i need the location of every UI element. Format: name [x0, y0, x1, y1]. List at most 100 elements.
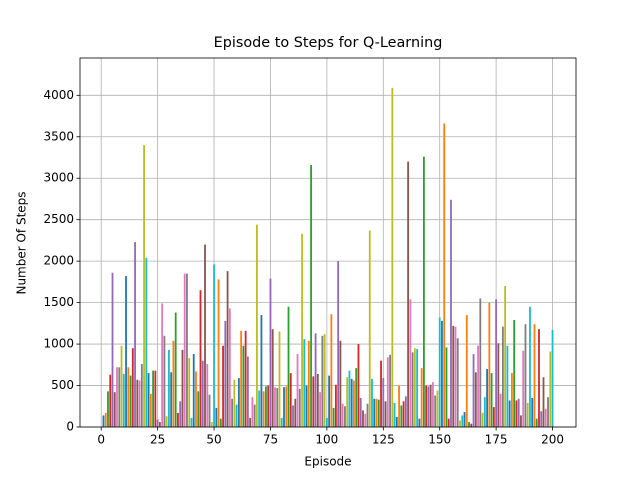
y-tick-label: 4000 — [43, 88, 74, 102]
bar — [316, 373, 319, 427]
bar — [402, 401, 405, 427]
bar — [362, 410, 364, 427]
bar — [222, 345, 224, 427]
bar — [296, 354, 299, 427]
bar — [120, 345, 123, 427]
bar — [251, 397, 254, 427]
bar — [377, 399, 380, 427]
bar — [434, 395, 437, 427]
bar — [411, 352, 414, 427]
bar — [344, 406, 346, 427]
ticks: 0 25 50 75 100 125 150 175 200050010001500200025… — [43, 88, 564, 447]
bar — [452, 325, 455, 427]
y-tick-label: 2000 — [43, 254, 74, 268]
bar — [136, 379, 139, 427]
bar — [357, 344, 360, 427]
bar — [386, 357, 389, 427]
bar — [138, 380, 141, 427]
bar — [346, 377, 349, 427]
bar — [443, 123, 446, 427]
bar — [107, 391, 109, 427]
bar — [204, 244, 206, 427]
bar — [420, 368, 423, 427]
bar — [450, 199, 452, 427]
bar — [201, 360, 204, 427]
bar — [520, 415, 522, 427]
bar — [472, 354, 475, 427]
bar — [298, 388, 301, 427]
bar — [213, 264, 215, 427]
bar — [177, 412, 179, 427]
bar — [337, 261, 340, 427]
bar — [197, 391, 200, 427]
bar — [330, 314, 333, 427]
bar — [474, 372, 477, 427]
bar — [445, 347, 448, 427]
bar — [459, 420, 461, 427]
bar — [504, 286, 507, 427]
bar — [495, 299, 498, 427]
bar — [508, 400, 511, 427]
bar — [267, 385, 270, 427]
bar — [131, 348, 134, 427]
bar — [535, 418, 538, 427]
bar — [265, 386, 267, 427]
bar — [463, 412, 466, 427]
y-axis-label: Number Of Steps — [15, 191, 29, 294]
bar — [456, 338, 459, 427]
bar — [271, 329, 274, 427]
bar — [109, 374, 112, 427]
bars — [102, 87, 554, 428]
bar — [465, 315, 468, 427]
bar — [551, 329, 554, 427]
bar — [125, 276, 127, 427]
bar — [122, 373, 125, 427]
bar — [246, 356, 249, 427]
bar — [163, 335, 166, 427]
bar — [301, 233, 303, 427]
bar — [332, 407, 335, 427]
bar — [269, 278, 272, 427]
bar — [350, 378, 353, 427]
bar — [371, 378, 373, 427]
bar — [533, 324, 536, 427]
bar — [260, 315, 263, 427]
x-tick-label: 25 — [150, 433, 165, 447]
bar — [134, 242, 136, 427]
bar — [441, 320, 443, 427]
bar — [389, 354, 391, 427]
bar — [186, 273, 188, 427]
bar — [253, 404, 256, 427]
bar — [339, 340, 342, 427]
bar — [366, 403, 369, 427]
bar — [511, 373, 513, 427]
bar — [219, 418, 222, 427]
bar — [237, 378, 240, 427]
bar — [249, 417, 252, 427]
bar — [468, 422, 470, 427]
bar — [161, 303, 164, 427]
bar — [353, 380, 355, 427]
bar — [526, 402, 529, 427]
bar — [111, 272, 114, 427]
bar — [294, 398, 297, 427]
bar — [538, 329, 540, 427]
bar — [506, 345, 509, 427]
y-tick-label: 2500 — [43, 212, 74, 226]
x-tick-label: 175 — [485, 433, 508, 447]
x-tick-label: 150 — [428, 433, 451, 447]
bar — [429, 384, 432, 427]
bar — [359, 397, 362, 427]
bar — [149, 393, 152, 427]
bar — [118, 367, 121, 427]
bar — [147, 373, 150, 427]
bar — [143, 145, 145, 427]
bar — [113, 392, 116, 427]
bar — [355, 368, 358, 427]
bar — [179, 401, 182, 427]
bar — [190, 417, 193, 427]
bar — [497, 343, 500, 427]
bar — [228, 308, 231, 427]
x-tick-label: 100 — [315, 433, 338, 447]
